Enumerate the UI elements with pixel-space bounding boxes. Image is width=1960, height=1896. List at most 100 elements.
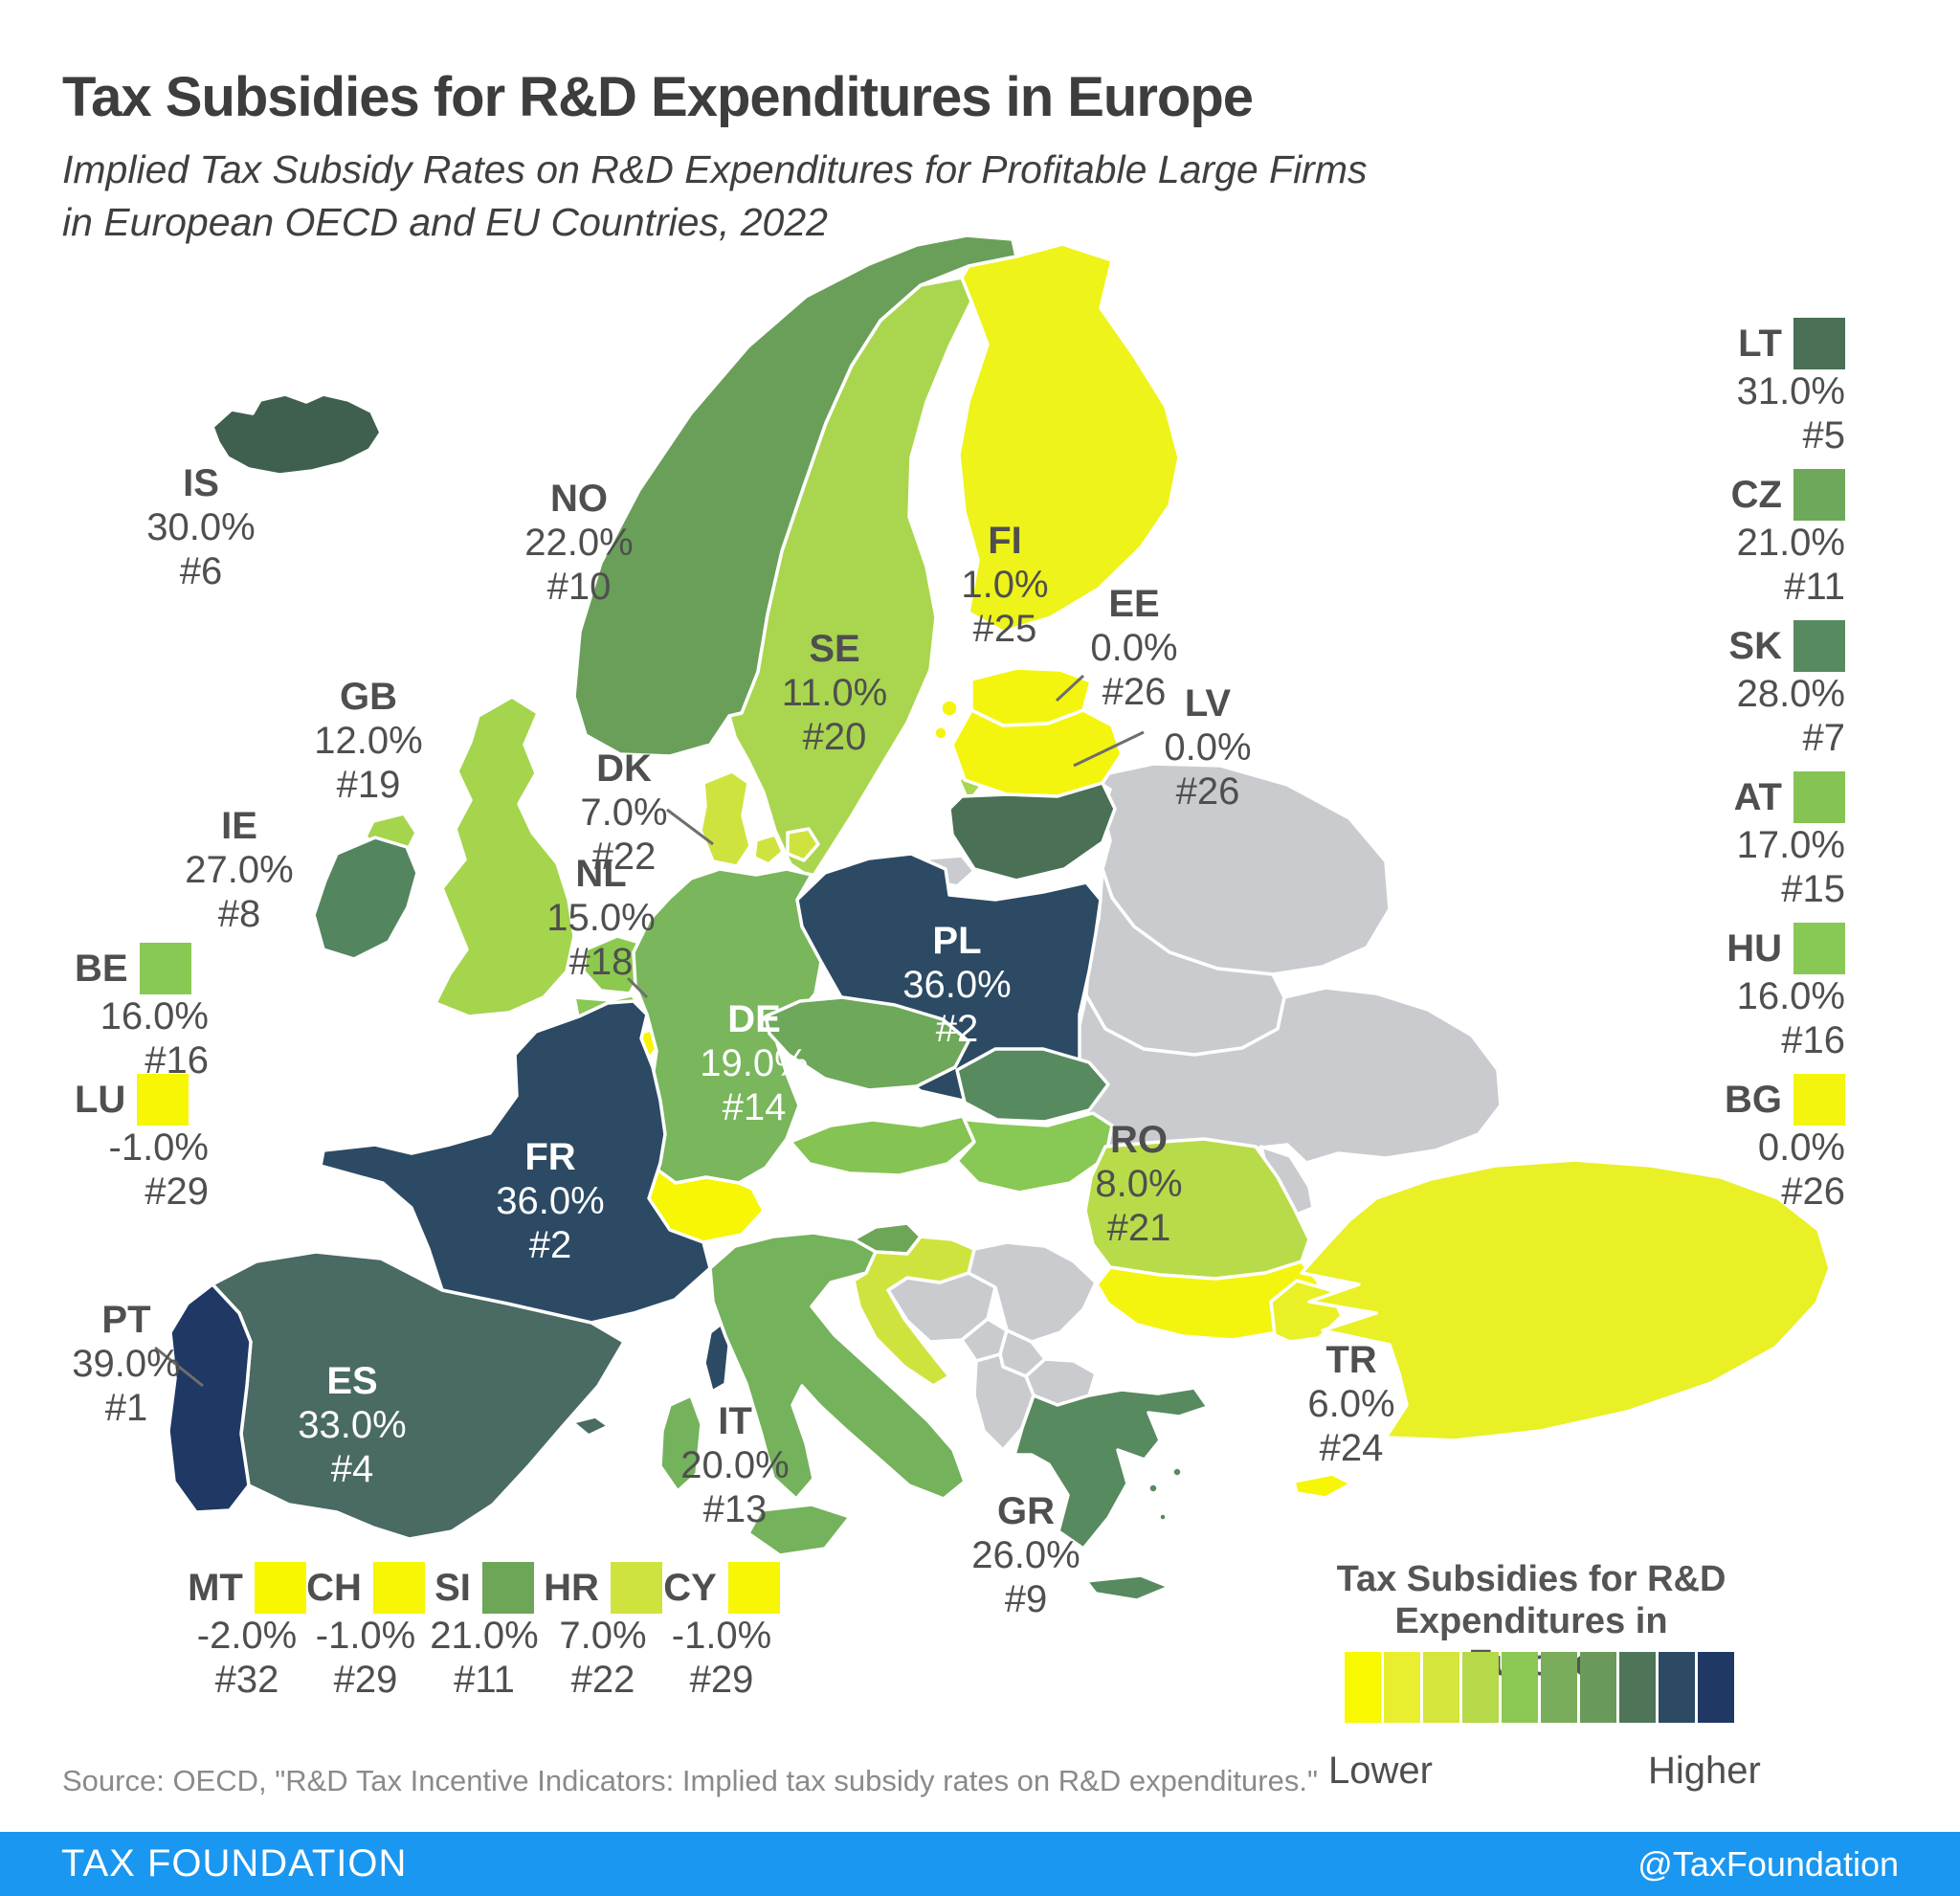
- map-label-NL: NL 15.0% #18: [546, 852, 655, 984]
- label-code: IE: [221, 805, 257, 847]
- color-swatch: [481, 1562, 534, 1614]
- map-label-DK: DK 7.0% #22: [580, 747, 667, 879]
- country-CZ: [764, 995, 970, 1092]
- subtitle-line1: Implied Tax Subsidy Rates on R&D Expendi…: [62, 147, 1368, 191]
- entry-value: 31.0%: [1736, 370, 1845, 413]
- label-value: 19.0%: [700, 1042, 809, 1084]
- entry-code: LU: [75, 1079, 126, 1121]
- country-SE: [727, 276, 973, 881]
- non-data-regions: [886, 762, 1503, 1452]
- legend-entry-CY: CY -1.0% #29: [662, 1562, 781, 1702]
- map-label-TR: TR 6.0% #24: [1307, 1338, 1394, 1470]
- entry-rank: #29: [333, 1659, 398, 1701]
- color-swatch: [137, 1074, 189, 1126]
- legend-entry-CZ: CZ 21.0% #11: [1696, 469, 1845, 609]
- label-value: 0.0%: [1090, 627, 1178, 669]
- label-code: RO: [1109, 1119, 1168, 1161]
- color-swatch: [1793, 923, 1845, 974]
- color-swatch: [1793, 771, 1845, 823]
- map-label-IE: IE 27.0% #8: [185, 804, 293, 936]
- legend-entry-LT: LT 31.0% #5: [1696, 318, 1845, 457]
- country-LV: [950, 708, 1124, 798]
- label-rank: #4: [330, 1448, 374, 1490]
- entry-value: 16.0%: [100, 995, 209, 1037]
- pointer-NL: [626, 976, 649, 999]
- label-value: 7.0%: [580, 792, 668, 834]
- label-code: FI: [988, 520, 1022, 562]
- label-value: 6.0%: [1307, 1383, 1395, 1425]
- map-label-GR: GR 26.0% #9: [971, 1489, 1080, 1621]
- label-code: IT: [718, 1400, 752, 1442]
- label-value: 22.0%: [524, 522, 634, 564]
- legend-entry-BG: BG 0.0% #26: [1696, 1074, 1845, 1214]
- gradient-legend-title-line1: Tax Subsidies for R&D: [1336, 1559, 1726, 1599]
- entry-rank: #5: [1802, 414, 1846, 457]
- country-HU: [955, 1111, 1114, 1194]
- country-IT-sardinia: [658, 1394, 703, 1493]
- page-title: Tax Subsidies for R&D Expenditures in Eu…: [62, 66, 1254, 128]
- country-ES-balearics: [570, 1415, 611, 1438]
- label-rank: #18: [568, 941, 634, 983]
- label-value: 11.0%: [781, 672, 888, 714]
- country-EE-island2: [932, 725, 949, 742]
- country-GR-island2: [1170, 1465, 1184, 1479]
- entry-rank: #29: [689, 1659, 754, 1701]
- pointer-LV: [1073, 730, 1145, 768]
- legend-entry-CH: CH -1.0% #29: [306, 1562, 425, 1702]
- label-value: 8.0%: [1095, 1163, 1183, 1205]
- entry-code: SK: [1728, 625, 1782, 667]
- legend-entry-SI: SI 21.0% #11: [425, 1562, 544, 1702]
- label-rank: #2: [528, 1224, 572, 1266]
- data-regions: [167, 234, 1832, 1602]
- country-IE: [312, 836, 419, 961]
- entry-rank: #11: [454, 1659, 515, 1701]
- entry-value: 7.0%: [559, 1615, 647, 1657]
- country-SK: [955, 1047, 1110, 1124]
- country-DK-zealand: [786, 827, 820, 862]
- legend-entry-SK: SK 28.0% #7: [1696, 620, 1845, 760]
- entry-value: 16.0%: [1736, 975, 1845, 1017]
- color-swatch: [727, 1562, 780, 1614]
- country-IT-sicily: [746, 1503, 852, 1557]
- label-value: 26.0%: [971, 1534, 1080, 1576]
- label-rank: #10: [546, 566, 612, 608]
- legend-higher-label: Higher: [1648, 1750, 1761, 1792]
- gradient-cell-9: [1659, 1652, 1695, 1723]
- entry-rank: #22: [570, 1659, 635, 1701]
- legend-entry-LU: LU -1.0% #29: [75, 1074, 209, 1214]
- gradient-cell-1: [1345, 1652, 1381, 1723]
- footer-social-handle: @TaxFoundation: [1637, 1843, 1899, 1884]
- country-DK-funen: [752, 833, 785, 866]
- entry-rank: #15: [1781, 868, 1845, 910]
- label-rank: #6: [179, 550, 223, 592]
- gradient-cell-5: [1502, 1652, 1538, 1723]
- map-label-EE: EE 0.0% #26: [1090, 582, 1177, 714]
- label-code: ES: [326, 1360, 378, 1402]
- map-label-PL: PL 36.0% #2: [902, 919, 1011, 1051]
- label-rank: #25: [972, 608, 1037, 650]
- map-label-GB: GB 12.0% #19: [314, 675, 422, 807]
- entry-value: 17.0%: [1736, 824, 1845, 866]
- label-code: FR: [524, 1136, 576, 1178]
- label-rank: #26: [1175, 770, 1240, 813]
- gradient-cell-6: [1541, 1652, 1577, 1723]
- map-label-FR: FR 36.0% #2: [496, 1135, 604, 1267]
- country-GR-crete: [1084, 1573, 1171, 1602]
- country-AT: [789, 1114, 976, 1177]
- color-swatch: [1793, 318, 1845, 369]
- pointer-DK: [666, 808, 714, 846]
- label-value: 36.0%: [496, 1180, 605, 1222]
- entry-code: BG: [1725, 1079, 1782, 1121]
- entry-code: SI: [434, 1567, 471, 1609]
- label-value: 27.0%: [185, 849, 294, 891]
- entry-code: HR: [544, 1567, 599, 1609]
- gradient-cell-3: [1423, 1652, 1459, 1723]
- entry-rank: #16: [1781, 1019, 1845, 1061]
- country-GR-island3: [1157, 1511, 1169, 1523]
- country-PT: [167, 1283, 253, 1514]
- gradient-legend-bar: [1345, 1652, 1737, 1723]
- entry-code: AT: [1733, 776, 1782, 818]
- map-label-DE: DE 19.0% #14: [700, 997, 808, 1129]
- country-HR: [852, 1235, 976, 1388]
